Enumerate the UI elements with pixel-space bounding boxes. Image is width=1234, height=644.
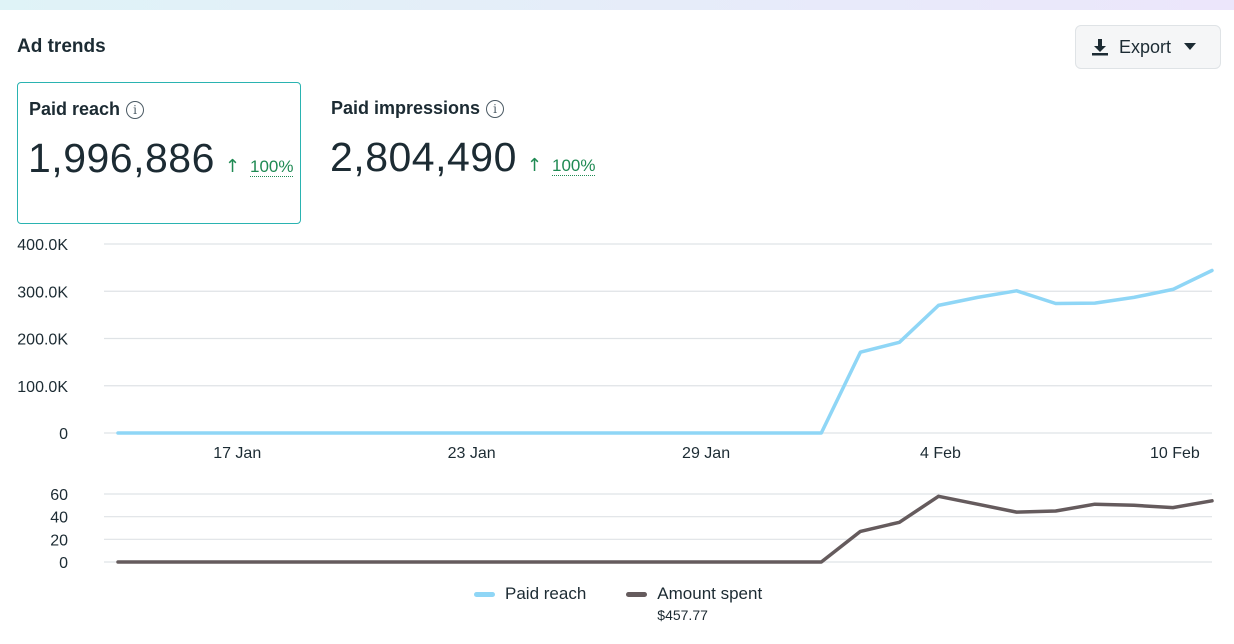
arrow-up-icon: ↑ bbox=[526, 155, 542, 176]
metric-change[interactable]: 100% bbox=[250, 157, 294, 177]
y-tick-label: 0 bbox=[59, 426, 68, 443]
x-tick-label: 10 Feb bbox=[1150, 445, 1200, 462]
legend-item-paid-reach[interactable]: Paid reach bbox=[474, 584, 586, 604]
metric-label: Paid impressions bbox=[331, 98, 481, 118]
metric-label: Paid reach bbox=[29, 99, 121, 119]
metric-value: 2,804,490 bbox=[330, 134, 517, 180]
metric-change[interactable]: 100% bbox=[552, 156, 596, 176]
legend-swatch bbox=[626, 592, 648, 597]
page-title: Ad trends bbox=[17, 36, 106, 57]
info-icon[interactable]: i bbox=[486, 99, 505, 118]
x-tick-label: 23 Jan bbox=[448, 445, 496, 462]
y-tick-label: 20 bbox=[50, 532, 68, 549]
download-icon bbox=[1091, 38, 1109, 56]
legend-item-amount-spent[interactable]: Amount spent $457.77 bbox=[626, 584, 762, 623]
caret-down-icon bbox=[1183, 42, 1197, 52]
y-tick-label: 40 bbox=[50, 510, 68, 527]
x-tick-label: 17 Jan bbox=[213, 445, 261, 462]
y-tick-label: 60 bbox=[50, 487, 68, 504]
legend-swatch bbox=[474, 592, 495, 597]
y-tick-label: 0 bbox=[59, 555, 68, 572]
arrow-up-icon: ↑ bbox=[224, 156, 240, 177]
x-tick-label: 29 Jan bbox=[682, 445, 730, 462]
y-tick-label: 400.0K bbox=[17, 237, 68, 254]
chart-legend: Paid reach Amount spent $457.77 bbox=[474, 584, 762, 623]
metric-card-paid-impressions[interactable]: Paid impressions i 2,804,490 ↑ 100% bbox=[320, 82, 640, 224]
y-tick-label: 200.0K bbox=[17, 332, 68, 349]
legend-label: Amount spent bbox=[657, 584, 763, 603]
series-line-paid-reach[interactable] bbox=[116, 268, 1214, 435]
y-tick-label: 300.0K bbox=[17, 284, 68, 301]
legend-total-value: $457.77 bbox=[657, 607, 708, 623]
y-tick-label: 100.0K bbox=[17, 379, 68, 396]
info-icon[interactable]: i bbox=[126, 100, 145, 119]
export-button-label: Export bbox=[1119, 36, 1172, 57]
metric-value: 1,996,886 bbox=[28, 135, 215, 181]
x-tick-label: 4 Feb bbox=[920, 445, 961, 462]
legend-label: Paid reach bbox=[505, 584, 587, 603]
metric-card-paid-reach[interactable]: Paid reach i 1,996,886 ↑ 100% bbox=[17, 82, 301, 224]
export-button[interactable]: Export bbox=[1075, 25, 1221, 69]
series-line-amount-spent[interactable] bbox=[116, 494, 1214, 564]
top-accent-bar bbox=[0, 0, 1234, 10]
